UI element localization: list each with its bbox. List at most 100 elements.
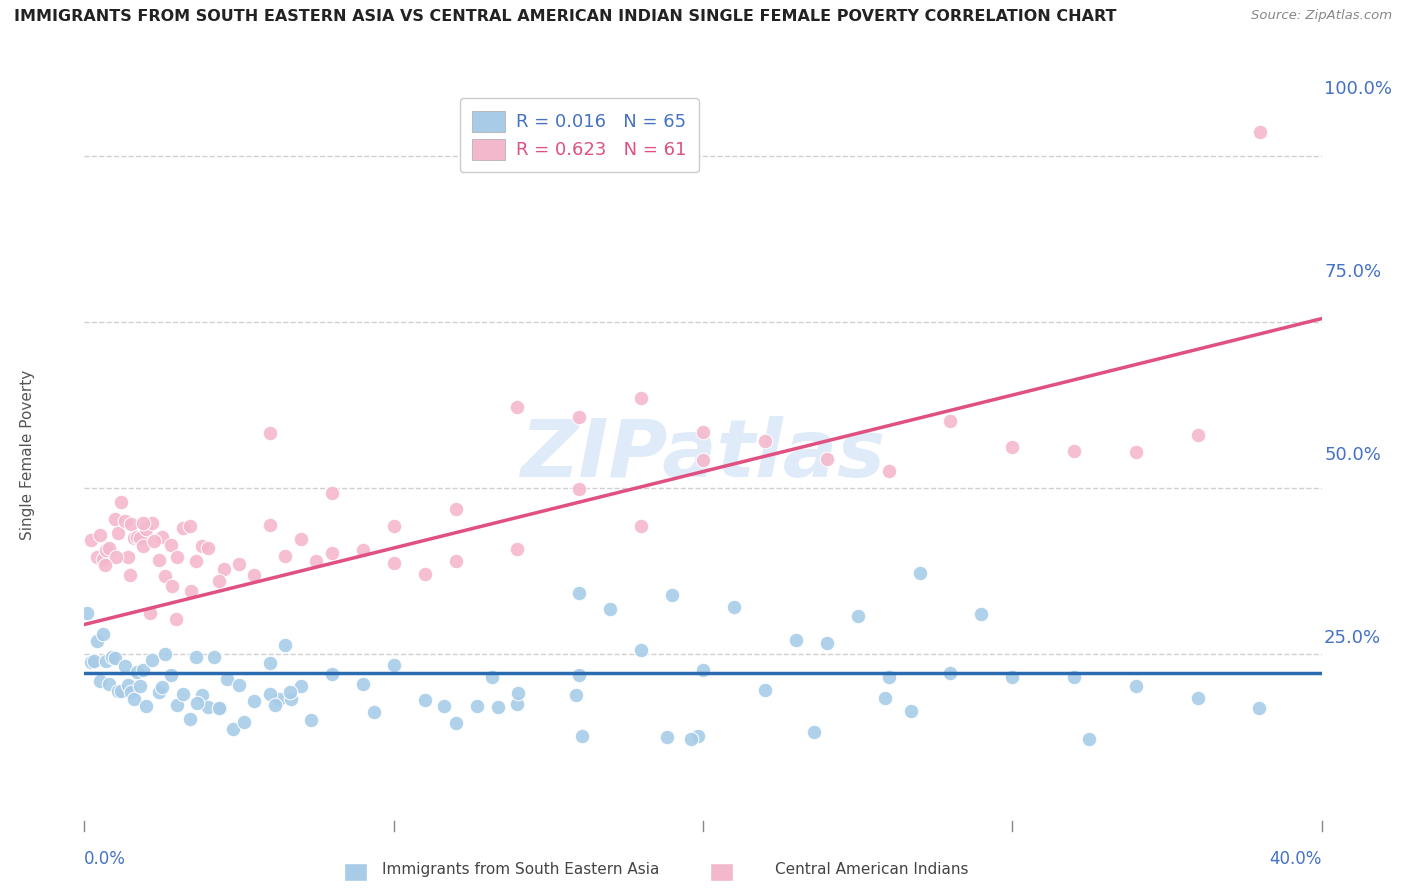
Point (363, 705, 385, 719)
Point (150, 530, 173, 544)
Point (432, 699, 454, 714)
Point (1187, 691, 1209, 706)
Point (571, 729, 593, 743)
Point (352, 677, 374, 691)
Point (104, 549, 127, 564)
Text: IMMIGRANTS FROM SOUTH EASTERN ASIA VS CENTRAL AMERICAN INDIAN SINGLE FEMALE POVE: IMMIGRANTS FROM SOUTH EASTERN ASIA VS CE… (14, 9, 1116, 24)
Point (506, 541, 529, 556)
Point (692, 425, 714, 439)
Point (259, 657, 281, 671)
Point (117, 678, 139, 692)
Point (179, 712, 201, 726)
Point (166, 550, 188, 565)
Point (321, 486, 343, 500)
Point (153, 647, 176, 661)
Point (692, 663, 714, 677)
Point (243, 694, 266, 708)
Point (280, 692, 302, 706)
Point (444, 502, 467, 516)
Point (1125, 445, 1147, 459)
Point (120, 684, 142, 698)
Text: 25.0%: 25.0% (1324, 629, 1381, 647)
Point (212, 562, 235, 576)
Point (803, 725, 825, 739)
Point (465, 698, 488, 713)
Point (382, 556, 405, 570)
Point (506, 686, 529, 700)
Point (122, 531, 145, 545)
Point (1247, 700, 1270, 714)
Point (661, 588, 683, 602)
Point (142, 534, 165, 549)
Point (568, 667, 591, 681)
Point (352, 542, 374, 557)
Point (98, 676, 121, 690)
Point (568, 409, 591, 424)
Point (132, 516, 155, 531)
Point (970, 607, 993, 622)
Point (197, 699, 219, 714)
Point (321, 666, 343, 681)
Point (139, 606, 162, 620)
Point (141, 653, 163, 667)
Point (104, 650, 127, 665)
Point (153, 569, 176, 583)
Point (186, 696, 208, 710)
Point (305, 554, 328, 568)
Point (815, 451, 838, 466)
Point (148, 684, 170, 698)
Point (692, 453, 714, 467)
Point (413, 566, 436, 581)
Text: Central American Indians: Central American Indians (775, 863, 969, 877)
Point (444, 715, 467, 730)
Point (89, 673, 111, 688)
Point (86, 634, 108, 648)
Point (875, 691, 897, 706)
Point (135, 699, 157, 714)
Point (132, 539, 155, 553)
Point (180, 584, 202, 599)
Point (125, 665, 148, 679)
Point (815, 635, 838, 649)
Point (1078, 731, 1101, 746)
Point (184, 554, 207, 568)
Point (657, 730, 679, 744)
Legend: R = 0.016   N = 65, R = 0.623   N = 61: R = 0.016 N = 65, R = 0.623 N = 61 (460, 98, 699, 172)
Point (274, 638, 297, 652)
Point (114, 514, 136, 528)
Point (630, 519, 652, 533)
Point (785, 632, 807, 647)
Point (321, 546, 343, 560)
Point (91, 551, 114, 566)
Point (599, 602, 621, 616)
Point (150, 681, 173, 695)
Point (160, 579, 183, 593)
Point (107, 684, 129, 698)
Text: ZIPatlas: ZIPatlas (520, 416, 886, 494)
Point (723, 600, 745, 615)
Point (79, 533, 101, 547)
Point (444, 554, 467, 568)
Text: 100.0%: 100.0% (1324, 80, 1392, 98)
Point (1063, 669, 1085, 683)
Point (120, 516, 142, 531)
Point (908, 566, 931, 580)
Point (688, 729, 710, 743)
Point (481, 670, 503, 684)
Point (568, 586, 591, 600)
Point (197, 541, 219, 556)
Point (94, 654, 117, 668)
Point (107, 526, 129, 541)
Point (94, 558, 117, 573)
Point (1063, 444, 1085, 458)
Text: Immigrants from South Eastern Asia: Immigrants from South Eastern Asia (381, 863, 659, 877)
Point (1001, 441, 1024, 455)
Point (259, 687, 281, 701)
Point (191, 539, 214, 553)
Point (202, 649, 225, 664)
Point (290, 533, 312, 547)
Point (91, 627, 114, 641)
Point (382, 657, 405, 672)
Point (160, 538, 183, 552)
Point (86, 550, 108, 565)
